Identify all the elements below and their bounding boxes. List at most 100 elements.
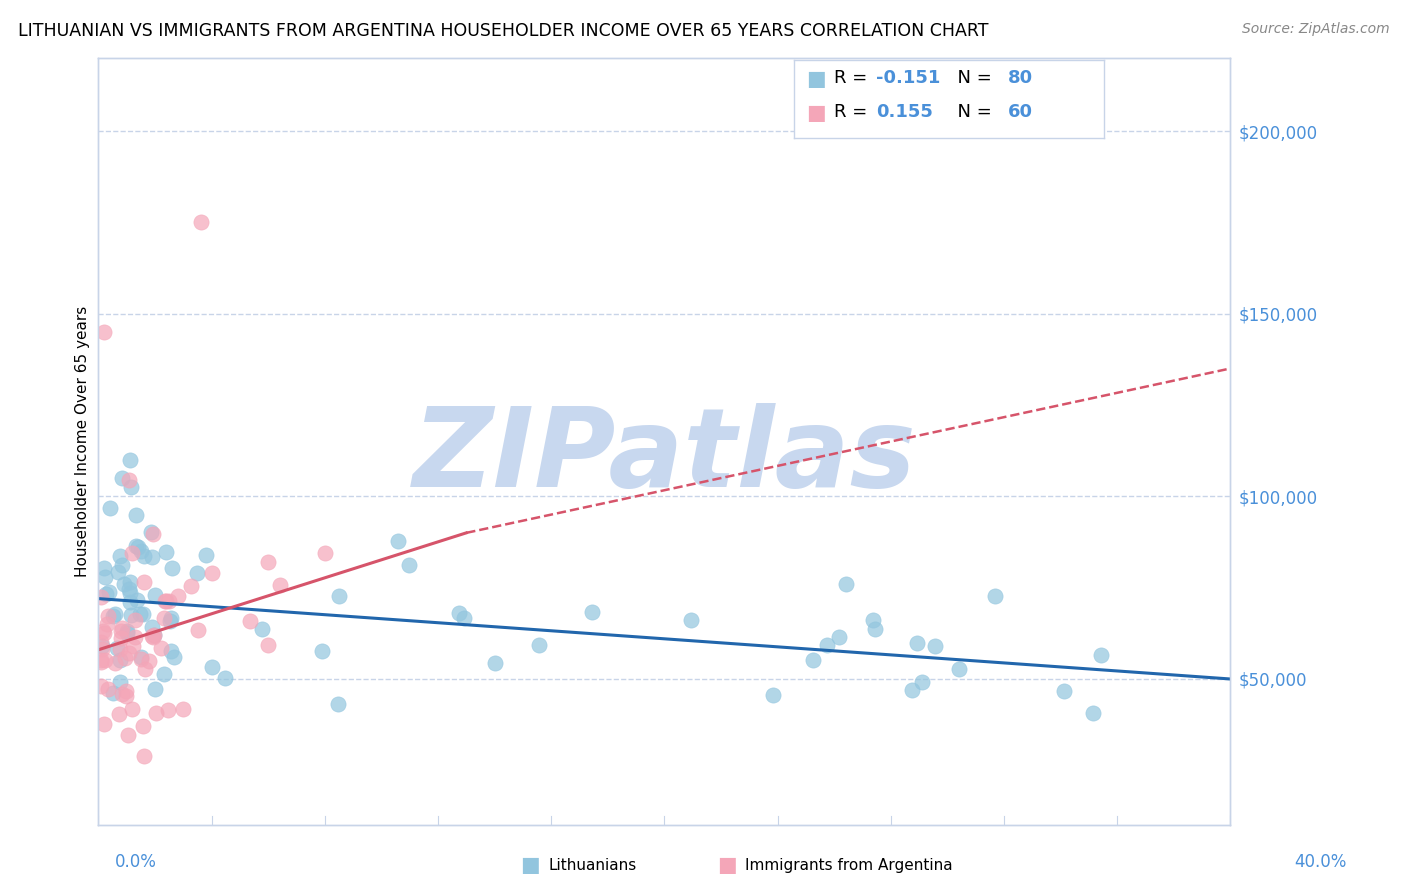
Point — [905, 635, 928, 649]
Point — [91, 624, 114, 638]
Point — [90, 635, 112, 649]
Point — [132, 549, 155, 564]
Point — [387, 533, 409, 548]
Text: R =: R = — [834, 69, 873, 87]
Point — [160, 611, 183, 625]
Point — [134, 661, 156, 675]
Point — [187, 623, 209, 637]
Point — [924, 639, 946, 653]
Point — [314, 546, 336, 560]
Point — [118, 452, 141, 467]
Text: Source: ZipAtlas.com: Source: ZipAtlas.com — [1241, 22, 1389, 37]
Point — [129, 652, 152, 666]
Point — [983, 589, 1005, 603]
Point — [118, 582, 141, 596]
Text: -0.151: -0.151 — [876, 69, 941, 87]
Point — [111, 621, 134, 635]
Point — [90, 653, 112, 667]
Point — [453, 611, 475, 625]
Point — [101, 686, 124, 700]
Point — [121, 546, 143, 560]
Point — [447, 606, 470, 620]
Text: Lithuanians: Lithuanians — [548, 858, 637, 872]
Point — [104, 607, 127, 622]
Point — [93, 325, 115, 339]
Point — [863, 623, 886, 637]
Point — [111, 471, 134, 485]
Point — [120, 480, 142, 494]
Text: LITHUANIAN VS IMMIGRANTS FROM ARGENTINA HOUSEHOLDER INCOME OVER 65 YEARS CORRELA: LITHUANIAN VS IMMIGRANTS FROM ARGENTINA … — [18, 22, 988, 40]
Point — [149, 640, 172, 655]
Point — [257, 555, 280, 569]
Point — [115, 625, 138, 640]
Point — [159, 615, 181, 629]
Point — [527, 639, 550, 653]
Text: ■: ■ — [806, 69, 825, 88]
Point — [128, 607, 150, 621]
Point — [98, 585, 121, 599]
Point — [257, 639, 280, 653]
Point — [139, 524, 162, 539]
Point — [101, 609, 124, 624]
Point — [114, 683, 136, 698]
Point — [93, 652, 115, 666]
Point — [398, 558, 420, 573]
Point — [190, 215, 212, 229]
Text: 80: 80 — [1008, 69, 1033, 87]
Point — [166, 589, 188, 603]
Point — [125, 592, 148, 607]
Point — [98, 500, 121, 515]
Point — [122, 640, 145, 654]
Point — [93, 561, 115, 575]
Point — [115, 624, 138, 638]
Text: N =: N = — [946, 69, 998, 87]
Point — [250, 622, 273, 636]
Point — [111, 687, 134, 701]
Point — [115, 690, 138, 704]
Point — [118, 575, 141, 590]
Point — [124, 539, 146, 553]
Point — [484, 656, 506, 670]
Point — [124, 614, 146, 628]
Point — [828, 630, 851, 644]
Point — [94, 587, 117, 601]
Point — [94, 570, 117, 584]
Point — [1090, 648, 1112, 663]
Point — [110, 624, 132, 638]
Point — [127, 540, 149, 554]
Point — [911, 674, 934, 689]
Point — [145, 588, 167, 602]
Point — [97, 608, 120, 623]
Point — [134, 574, 156, 589]
Point — [134, 749, 156, 764]
Point — [142, 630, 165, 644]
Point — [93, 716, 115, 731]
Point — [180, 579, 202, 593]
Point — [142, 628, 165, 642]
Point — [108, 674, 131, 689]
Point — [124, 630, 146, 644]
Point — [201, 566, 224, 580]
Point — [132, 719, 155, 733]
Point — [107, 565, 129, 579]
Point — [112, 576, 135, 591]
Text: 0.0%: 0.0% — [115, 853, 157, 871]
Point — [901, 682, 924, 697]
Point — [141, 550, 163, 565]
Point — [90, 640, 112, 654]
Text: ■: ■ — [717, 855, 737, 875]
Point — [162, 561, 184, 575]
Point — [155, 594, 177, 608]
Y-axis label: Householder Income Over 65 years: Householder Income Over 65 years — [75, 306, 90, 577]
Text: 0.155: 0.155 — [876, 103, 932, 120]
Point — [132, 607, 155, 621]
Point — [311, 644, 333, 658]
Point — [214, 671, 236, 685]
Text: ■: ■ — [520, 855, 540, 875]
Point — [108, 642, 131, 657]
Point — [194, 548, 217, 562]
Point — [862, 613, 884, 627]
Point — [186, 566, 208, 580]
Point — [118, 473, 141, 487]
Point — [91, 642, 114, 657]
